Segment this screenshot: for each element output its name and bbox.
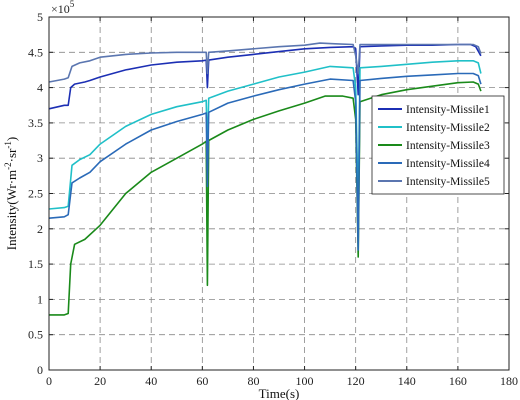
x-tick-label: 80 xyxy=(247,374,259,388)
y-multiplier-exponent: 5 xyxy=(70,0,75,9)
series-line-3 xyxy=(49,81,482,316)
x-tick-label: 120 xyxy=(347,374,365,388)
legend-label: Intensity-Missile5 xyxy=(406,176,490,188)
legend: Intensity-Missile1 Intensity-Missile2 Inte… xyxy=(371,95,505,195)
x-tick-label: 100 xyxy=(296,374,314,388)
x-tick-label: 180 xyxy=(500,374,518,388)
x-tick-label: 20 xyxy=(94,374,106,388)
legend-label: Intensity-Missile3 xyxy=(406,140,490,152)
series-line-4 xyxy=(48,72,482,251)
series-lines xyxy=(48,42,482,316)
x-tick-label: 60 xyxy=(196,374,208,388)
x-axis-title: Time(s) xyxy=(259,386,300,400)
y-tick-label: 2 xyxy=(37,222,43,236)
x-tick-label: 0 xyxy=(46,374,52,388)
y-title-part-1: Intensity(Wr·m xyxy=(4,170,19,250)
y-tick-label: 1.5 xyxy=(28,257,43,271)
axis-ticks: 0 20 40 60 80 100 120 140 160 180 0 0.5 1 1.5 2 2.5 3 3.5… xyxy=(28,10,518,388)
y-tick-label: 4.5 xyxy=(28,45,43,59)
y-tick-label: 0 xyxy=(37,363,43,377)
y-tick-label: 5 xyxy=(37,10,43,24)
y-axis-title: Intensity(Wr·m-2·sr-1) xyxy=(3,137,19,250)
x-tick-label: 40 xyxy=(145,374,157,388)
x-tick-label: 140 xyxy=(398,374,416,388)
legend-label: Intensity-Missile1 xyxy=(406,104,490,116)
y-tick-label: 4 xyxy=(37,81,43,95)
y-title-part-2: ·sr xyxy=(4,148,19,162)
series-line-5 xyxy=(48,42,482,83)
y-tick-label: 0.5 xyxy=(28,328,43,342)
series-line-2 xyxy=(48,60,482,212)
y-multiplier-base: ×10 xyxy=(51,2,70,16)
y-tick-label: 3 xyxy=(37,151,43,165)
y-axis-multiplier: ×105 xyxy=(51,0,75,16)
grid-lines xyxy=(49,17,509,370)
y-title-sup-2: -1 xyxy=(3,141,13,149)
y-title-sup-1: -2 xyxy=(3,162,13,170)
y-title-part-3: ) xyxy=(4,137,19,141)
y-tick-label: 3.5 xyxy=(28,116,43,130)
y-tick-label: 2.5 xyxy=(28,187,43,201)
y-tick-label: 1 xyxy=(37,292,43,306)
x-tick-label: 160 xyxy=(449,374,467,388)
legend-label: Intensity-Missile2 xyxy=(406,122,490,134)
legend-label: Intensity-Missile4 xyxy=(406,158,490,170)
